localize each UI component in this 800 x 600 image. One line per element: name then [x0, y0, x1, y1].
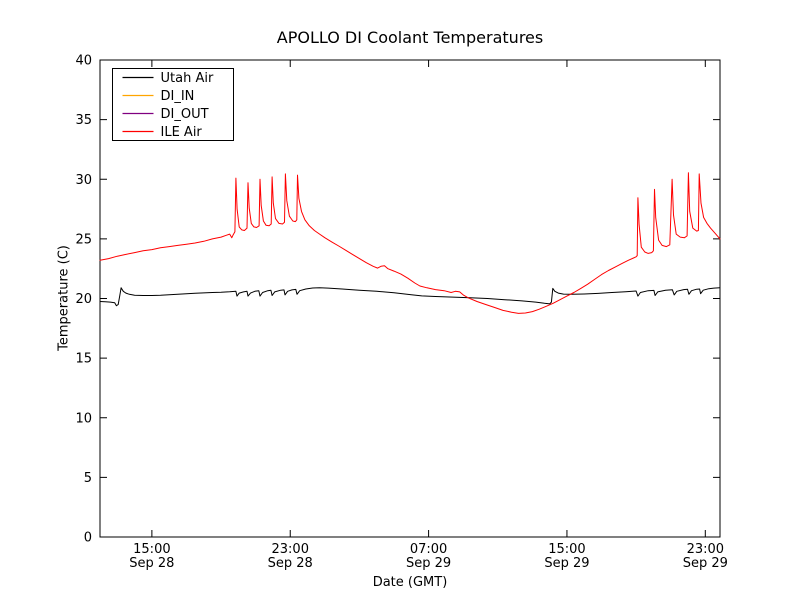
x-tick-time: 23:00: [272, 542, 309, 557]
y-tick-label: 10: [75, 411, 92, 426]
x-tick-time: 07:00: [410, 542, 447, 557]
series-line-ile-air: [99, 172, 721, 314]
y-tick-label: 40: [75, 54, 92, 69]
x-tick-time: 15:00: [133, 542, 170, 557]
legend-label-utah-air: Utah Air: [161, 71, 214, 86]
x-tick-date: Sep 28: [268, 556, 313, 571]
x-tick-date: Sep 29: [683, 556, 728, 571]
y-tick-label: 30: [75, 173, 92, 188]
legend-label-ile-air: ILE Air: [161, 125, 203, 140]
legend-label-di-in: DI_IN: [161, 89, 195, 104]
x-tick-date: Sep 28: [129, 556, 174, 571]
x-tick-time: 15:00: [548, 542, 585, 557]
x-tick-date: Sep 29: [406, 556, 451, 571]
chart-title: APOLLO DI Coolant Temperatures: [276, 28, 544, 47]
x-axis-label: Date (GMT): [372, 575, 448, 590]
y-tick-label: 5: [84, 471, 92, 486]
y-tick-label: 20: [75, 292, 92, 307]
y-tick-label: 15: [75, 352, 92, 367]
x-tick-date: Sep 29: [544, 556, 589, 571]
y-tick-label: 35: [75, 113, 92, 128]
legend-box: [112, 68, 234, 141]
legend-label-di-out: DI_OUT: [161, 107, 209, 122]
y-tick-label: 25: [75, 232, 92, 247]
y-tick-label: 0: [84, 531, 92, 546]
series-line-utah-air: [99, 287, 721, 307]
x-tick-time: 23:00: [687, 542, 724, 557]
